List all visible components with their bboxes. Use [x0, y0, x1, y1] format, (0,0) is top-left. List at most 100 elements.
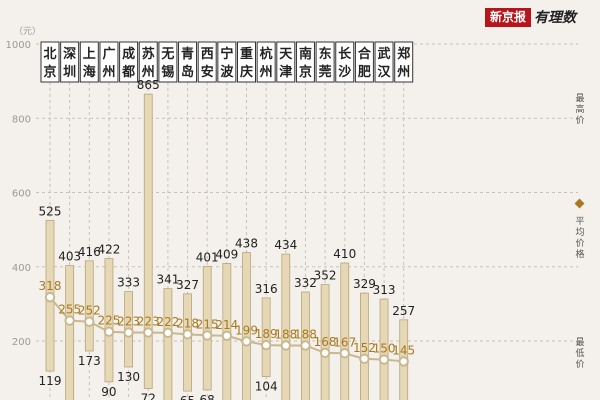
city-label-char: 莞: [319, 64, 332, 80]
avg-price-label: 223: [137, 314, 160, 328]
city-box: [178, 41, 198, 83]
avg-price-point: [143, 327, 154, 338]
legend-avg-label: 价: [575, 238, 584, 249]
max-price-label: 409: [215, 247, 238, 261]
avg-price-point: [202, 330, 213, 341]
city-label-char: 海: [83, 64, 96, 80]
y-tick-label: 600: [12, 189, 31, 200]
max-price-label: 329: [353, 277, 376, 291]
legend-max-label: 价: [575, 115, 584, 126]
city-label-char: 上: [83, 47, 96, 62]
legend-min-label: 价: [575, 359, 584, 370]
max-price-label: 257: [392, 304, 415, 318]
city-box: [158, 41, 178, 83]
legend-min-label: 低: [575, 347, 584, 359]
range-bar-合肥: [359, 292, 369, 400]
avg-price-point: [182, 329, 193, 340]
min-price-label: 65: [180, 394, 195, 400]
max-price-label: 403: [58, 250, 81, 264]
max-price-label: 422: [97, 243, 120, 257]
y-tick-label: 1000: [6, 40, 31, 51]
range-bar-天津: [281, 253, 291, 400]
city-label-char: 波: [220, 64, 234, 80]
y-unit-label: （元）: [14, 26, 41, 37]
city-label-char: 京: [43, 64, 56, 80]
avg-price-point: [44, 291, 56, 303]
city-box: [256, 41, 276, 83]
city-label-char: 深: [63, 46, 76, 62]
avg-price-point: [319, 347, 331, 359]
city-box: [374, 41, 394, 83]
max-price-label: 416: [78, 245, 101, 259]
avg-price-label: 167: [333, 335, 356, 349]
min-price-label: 72: [141, 392, 156, 400]
city-label-char: 沙: [338, 65, 351, 80]
y-tick-label: 800: [12, 114, 31, 125]
max-price-label: 352: [314, 269, 337, 283]
range-bar-西安: [202, 265, 212, 391]
avg-price-label: 145: [392, 343, 415, 357]
max-price-label: 333: [117, 276, 140, 290]
range-bar-重庆: [242, 252, 251, 400]
avg-price-point: [260, 339, 272, 351]
max-price-label: 313: [373, 283, 396, 297]
range-bar-东莞: [320, 284, 330, 400]
max-price-label: 316: [255, 282, 278, 296]
brand-name: 新京报: [485, 7, 532, 27]
city-box: [354, 41, 374, 83]
range-bar-苏州: [143, 93, 153, 389]
city-label-char: 合: [358, 46, 372, 62]
range-bar-青岛: [183, 293, 192, 392]
avg-price-label: 252: [78, 304, 101, 318]
max-price-label: 410: [333, 247, 356, 261]
range-bar-杭州: [261, 297, 271, 378]
avg-price-label: 215: [196, 317, 219, 331]
city-label-char: 都: [121, 64, 135, 80]
avg-price-label: 152: [353, 341, 376, 355]
avg-price-point: [378, 354, 390, 365]
city-box: [237, 41, 256, 83]
max-price-label: 327: [176, 278, 199, 292]
min-price-label: 173: [78, 354, 101, 368]
avg-price-label: 223: [117, 314, 140, 328]
range-bar-长沙: [340, 262, 350, 400]
city-label-char: 岛: [181, 64, 194, 80]
city-label-char: 锡: [161, 64, 174, 80]
city-box: [276, 41, 296, 83]
city-label-char: 汉: [378, 64, 392, 80]
y-tick-label: 400: [12, 263, 31, 274]
avg-price-label: 255: [58, 303, 81, 317]
legend-avg-marker: [574, 198, 585, 209]
max-price-label: 341: [156, 273, 179, 287]
min-price-label: 104: [255, 380, 278, 394]
legend-avg-label: 格: [575, 248, 584, 260]
city-label-char: 圳: [63, 64, 76, 80]
city-label-char: 长: [338, 46, 352, 62]
city-box: [79, 41, 99, 83]
city-label-char: 郑: [397, 46, 410, 62]
avg-price-point: [359, 353, 370, 365]
city-box: [394, 41, 414, 83]
city-box: [315, 41, 335, 83]
city-label-char: 广: [102, 46, 115, 62]
avg-price-point: [398, 356, 409, 367]
city-box: [60, 41, 80, 83]
city-label-char: 重: [240, 46, 253, 62]
avg-price-label: 199: [235, 323, 258, 337]
city-box: [197, 41, 217, 83]
avg-price-point: [103, 326, 115, 337]
y-tick-label: 200: [12, 337, 31, 348]
avg-price-label: 188: [294, 327, 317, 341]
legend-max-label: 高: [575, 103, 584, 115]
max-price-label: 525: [39, 204, 62, 218]
city-label-char: 州: [141, 65, 155, 80]
max-price-label: 401: [196, 250, 219, 264]
avg-price-label: 318: [39, 279, 62, 293]
avg-price-point: [84, 316, 95, 327]
avg-price-point: [241, 336, 252, 347]
city-label-char: 安: [201, 64, 214, 80]
range-bar-上海: [84, 260, 94, 352]
city-label-char: 成: [122, 46, 135, 62]
